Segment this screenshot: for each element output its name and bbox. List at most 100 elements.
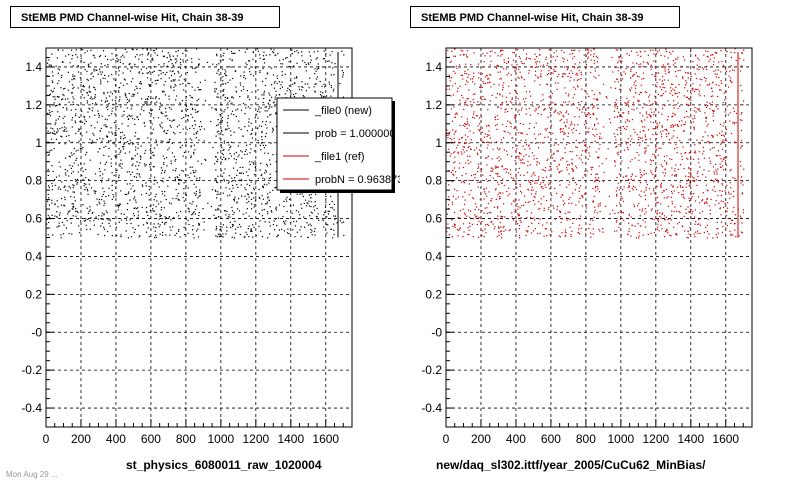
data-point — [644, 134, 646, 136]
data-point — [517, 206, 519, 208]
data-point — [108, 155, 110, 157]
data-point — [580, 77, 582, 80]
data-point — [446, 129, 448, 131]
data-point — [704, 131, 706, 133]
data-point — [170, 87, 172, 89]
data-point — [315, 70, 317, 72]
data-point — [190, 172, 192, 174]
data-point — [191, 58, 193, 60]
data-point — [310, 59, 312, 61]
data-point — [100, 179, 102, 181]
data-point — [235, 180, 237, 182]
data-point — [249, 71, 251, 73]
data-point — [99, 162, 101, 164]
data-point — [663, 104, 665, 106]
data-point — [175, 99, 177, 101]
data-point — [530, 189, 533, 191]
data-point — [131, 117, 134, 120]
data-point — [621, 74, 623, 77]
data-point — [676, 93, 678, 95]
data-point — [739, 215, 741, 217]
data-point — [329, 54, 331, 56]
data-point — [461, 136, 463, 138]
data-point — [199, 189, 201, 191]
data-point — [218, 236, 220, 238]
data-point — [112, 103, 114, 105]
data-point — [523, 63, 525, 65]
data-point — [712, 64, 715, 66]
data-point — [64, 143, 66, 145]
data-point — [687, 72, 689, 74]
data-point — [725, 140, 728, 142]
data-point — [198, 64, 200, 66]
data-point — [673, 125, 675, 127]
data-point — [75, 210, 77, 212]
data-point — [563, 73, 565, 75]
data-point — [642, 140, 644, 142]
data-point — [477, 77, 480, 79]
data-point — [90, 62, 92, 64]
data-point — [546, 159, 548, 161]
data-point — [215, 156, 217, 158]
data-point — [136, 168, 138, 170]
data-point — [549, 188, 551, 190]
data-point — [60, 87, 62, 89]
data-point — [91, 212, 93, 214]
data-point — [456, 113, 458, 115]
data-point — [634, 225, 636, 227]
data-point — [301, 81, 303, 83]
data-point — [255, 165, 257, 167]
data-point — [698, 108, 700, 110]
data-point — [479, 181, 481, 183]
data-point — [150, 101, 153, 103]
data-point — [555, 82, 557, 84]
data-point — [495, 165, 497, 167]
data-point — [569, 218, 571, 220]
data-point — [247, 60, 250, 62]
data-point — [163, 131, 165, 133]
data-point — [710, 179, 712, 181]
data-point — [550, 175, 552, 177]
data-point — [146, 49, 148, 51]
data-point — [190, 155, 192, 157]
data-point — [114, 84, 116, 86]
data-point — [564, 87, 566, 89]
data-point — [572, 192, 574, 194]
data-point — [485, 187, 488, 189]
data-point — [51, 185, 54, 187]
data-point — [216, 197, 218, 199]
data-point — [570, 104, 572, 106]
data-point — [137, 92, 139, 94]
data-point — [232, 97, 235, 99]
data-point — [297, 52, 299, 54]
data-point — [564, 125, 566, 127]
data-point — [660, 224, 662, 226]
data-point — [530, 232, 533, 234]
data-point — [575, 165, 577, 167]
data-point — [548, 169, 550, 171]
data-point — [719, 207, 721, 209]
data-point — [660, 186, 662, 188]
data-point — [72, 75, 74, 78]
data-point — [173, 119, 176, 121]
data-point — [651, 160, 653, 162]
data-point — [553, 111, 555, 113]
data-point — [96, 103, 98, 105]
data-point — [316, 216, 318, 218]
data-point — [333, 223, 335, 225]
data-point — [106, 106, 108, 108]
data-point — [534, 53, 536, 55]
data-point — [683, 215, 685, 217]
data-point — [729, 230, 731, 232]
data-point — [528, 144, 530, 146]
data-point — [578, 109, 580, 111]
data-point — [331, 200, 333, 203]
data-point — [225, 233, 227, 235]
data-point — [569, 53, 571, 55]
data-point — [484, 98, 486, 100]
data-point — [170, 85, 172, 87]
data-point — [100, 225, 102, 227]
data-point — [474, 203, 477, 205]
data-point — [135, 176, 137, 178]
data-point — [478, 166, 480, 168]
